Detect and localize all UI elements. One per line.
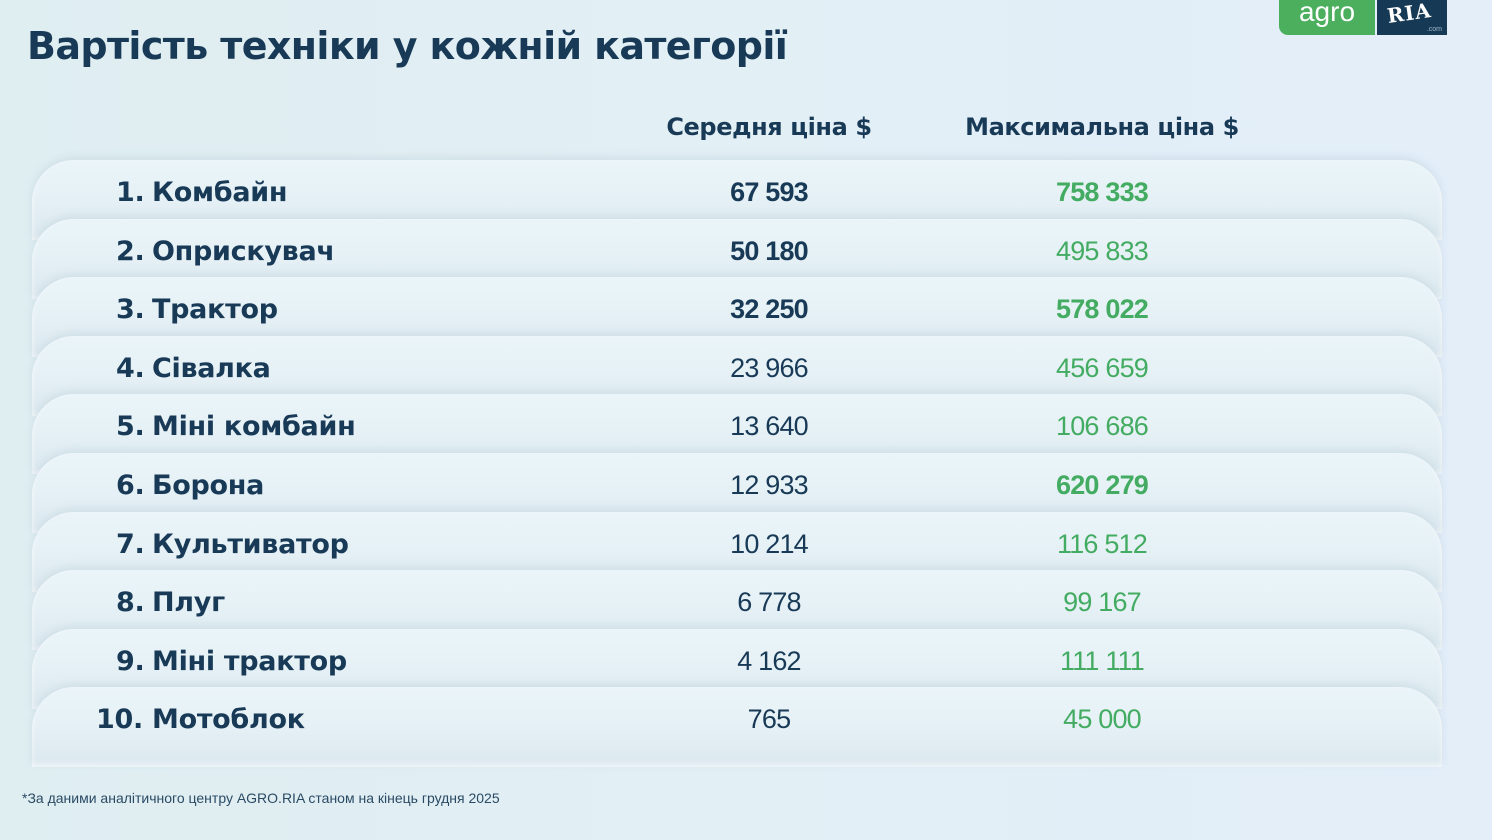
avg-price-value: 23 966 — [730, 352, 809, 383]
avg-price-value: 765 — [747, 704, 791, 735]
max-price-value: 578 022 — [1056, 294, 1149, 325]
max-price-value: 758 333 — [1056, 177, 1149, 207]
page-title: Вартість техніки у кожній категорії — [27, 24, 788, 68]
avg-price-value: 50 180 — [730, 235, 809, 266]
avg-price-value: 32 250 — [730, 294, 809, 325]
category-rank: 2. — [116, 235, 145, 267]
max-price-value: 111 111 — [1060, 645, 1145, 676]
category-label: Сівалка — [152, 352, 271, 384]
category-rank: 7. — [116, 528, 145, 560]
category-rank: 3. — [116, 294, 145, 326]
max-price-value: 620 279 — [1056, 470, 1149, 500]
column-header-avg-price: Середня ціна $ — [666, 113, 872, 141]
category-rank: 1. — [116, 177, 145, 208]
max-price-value: 45 000 — [1063, 704, 1142, 735]
category-label: Культиватор — [152, 528, 349, 560]
category-label: Плуг — [152, 587, 225, 619]
category-rank: 6. — [116, 470, 145, 501]
category-rank: 9. — [116, 645, 145, 677]
category-label: Трактор — [152, 294, 278, 326]
logo-ria-text: RIA — [1385, 0, 1433, 28]
avg-price-value: 4 162 — [737, 645, 801, 676]
category-rank: 8. — [116, 587, 145, 619]
category-label: Міні трактор — [152, 645, 347, 677]
category-label: Комбайн — [152, 177, 288, 208]
agro-ria-logo: agro RIA .com — [1279, 0, 1447, 35]
logo-com-text: .com — [1426, 26, 1442, 33]
max-price-value: 99 167 — [1063, 587, 1142, 618]
footnote: *За даними аналітичного центру AGRO.RIA … — [22, 790, 500, 806]
avg-price-value: 10 214 — [730, 528, 809, 559]
table-row: 10. Мотоблок 765 45 000 — [32, 687, 1442, 768]
avg-price-value: 6 778 — [737, 587, 801, 618]
max-price-value: 495 833 — [1056, 235, 1149, 266]
category-label: Борона — [152, 470, 265, 501]
max-price-value: 456 659 — [1056, 352, 1149, 383]
avg-price-value: 13 640 — [730, 411, 809, 442]
category-label: Міні комбайн — [152, 411, 356, 443]
column-header-max-price: Максимальна ціна $ — [965, 113, 1239, 141]
max-price-value: 116 512 — [1057, 528, 1148, 559]
logo-agro-text: agro — [1279, 0, 1375, 35]
category-rank: 5. — [116, 411, 145, 443]
category-label: Мотоблок — [152, 704, 305, 736]
max-price-value: 106 686 — [1056, 411, 1149, 442]
category-rank: 4. — [116, 352, 145, 384]
avg-price-value: 12 933 — [730, 470, 809, 500]
category-label: Оприскувач — [152, 235, 335, 267]
avg-price-value: 67 593 — [730, 177, 809, 207]
category-rank: 10. — [96, 704, 143, 736]
logo-ria-badge: RIA .com — [1375, 0, 1447, 35]
